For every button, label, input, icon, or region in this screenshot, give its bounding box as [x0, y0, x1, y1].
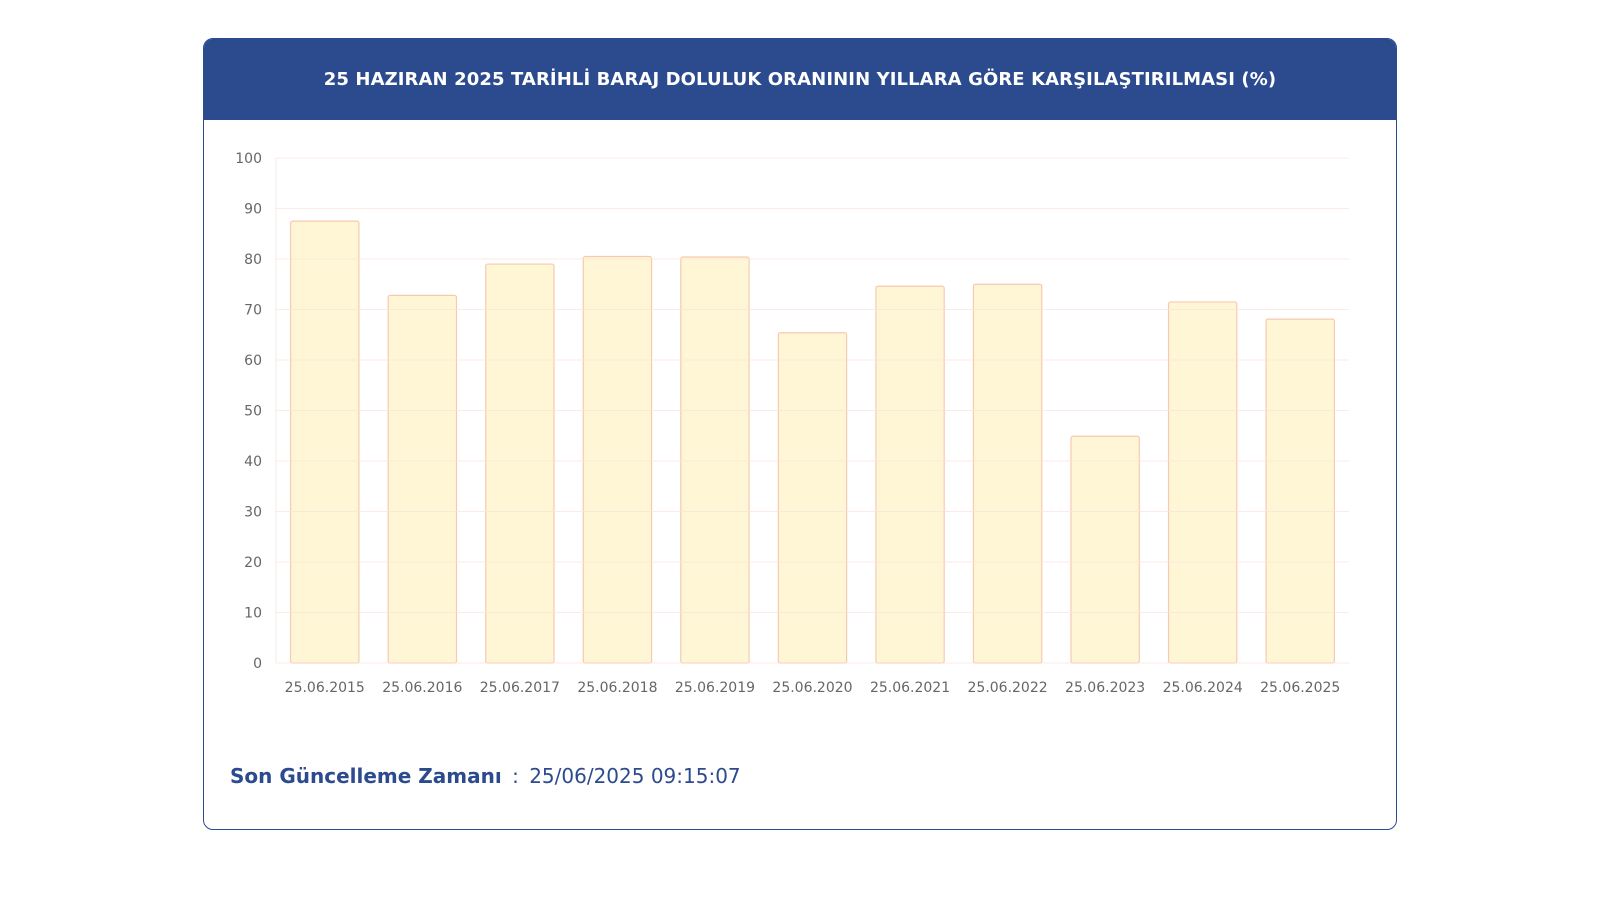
last-update-label: Son Güncelleme Zamanı [230, 764, 502, 788]
bar-25.06.2025 [1265, 318, 1335, 664]
x-tick-label: 25.06.2023 [1065, 680, 1145, 696]
x-tick-label: 25.06.2018 [577, 680, 657, 696]
last-update: Son Güncelleme Zamanı : 25/06/2025 09:15… [230, 764, 741, 788]
bar-25.06.2021 [875, 285, 945, 664]
x-tick-label: 25.06.2015 [285, 680, 365, 696]
y-tick-label: 80 [244, 252, 262, 268]
bar-25.06.2019 [680, 256, 750, 664]
x-tick-label: 25.06.2022 [968, 680, 1048, 696]
bar-chart: 0 10 20 30 40 50 60 70 80 90 100 25.06.2015 25.06.20… [235, 151, 1349, 696]
chart-area: 0 10 20 30 40 50 60 70 80 90 100 25.06.2015 25.06.20… [204, 120, 1396, 740]
y-tick-label: 50 [244, 404, 262, 420]
bar-25.06.2017 [485, 263, 555, 664]
y-tick-label: 10 [244, 606, 262, 622]
x-tick-label: 25.06.2016 [382, 680, 462, 696]
x-tick-label: 25.06.2025 [1260, 680, 1340, 696]
y-tick-label: 0 [253, 656, 262, 672]
last-update-separator: : [512, 764, 519, 788]
y-tick-label: 70 [244, 303, 262, 319]
y-tick-label: 30 [244, 505, 262, 521]
bar-25.06.2022 [972, 283, 1043, 664]
y-tick-label: 60 [244, 353, 262, 369]
bar-25.06.2018 [582, 255, 653, 664]
y-tick-label: 20 [244, 555, 262, 571]
y-tick-label: 40 [244, 454, 262, 470]
bar-25.06.2015 [290, 220, 360, 664]
chart-title: 25 HAZIRAN 2025 TARİHLİ BARAJ DOLULUK OR… [323, 69, 1277, 90]
bar-25.06.2016 [387, 294, 458, 664]
y-tick-label: 100 [235, 151, 262, 167]
chart-card: 25 HAZIRAN 2025 TARİHLİ BARAJ DOLULUK OR… [203, 38, 1397, 830]
x-tick-label: 25.06.2019 [675, 680, 755, 696]
last-update-value: 25/06/2025 09:15:07 [529, 764, 741, 788]
x-tick-label: 25.06.2021 [870, 680, 950, 696]
bar-25.06.2020 [777, 332, 848, 664]
x-tick-label: 25.06.2020 [772, 680, 852, 696]
y-tick-label: 90 [244, 202, 262, 218]
card-header: 25 HAZIRAN 2025 TARİHLİ BARAJ DOLULUK OR… [204, 39, 1396, 120]
bar-25.06.2023 [1070, 435, 1140, 664]
x-tick-label: 25.06.2024 [1163, 680, 1243, 696]
x-tick-label: 25.06.2017 [480, 680, 560, 696]
bar-25.06.2024 [1167, 301, 1238, 664]
